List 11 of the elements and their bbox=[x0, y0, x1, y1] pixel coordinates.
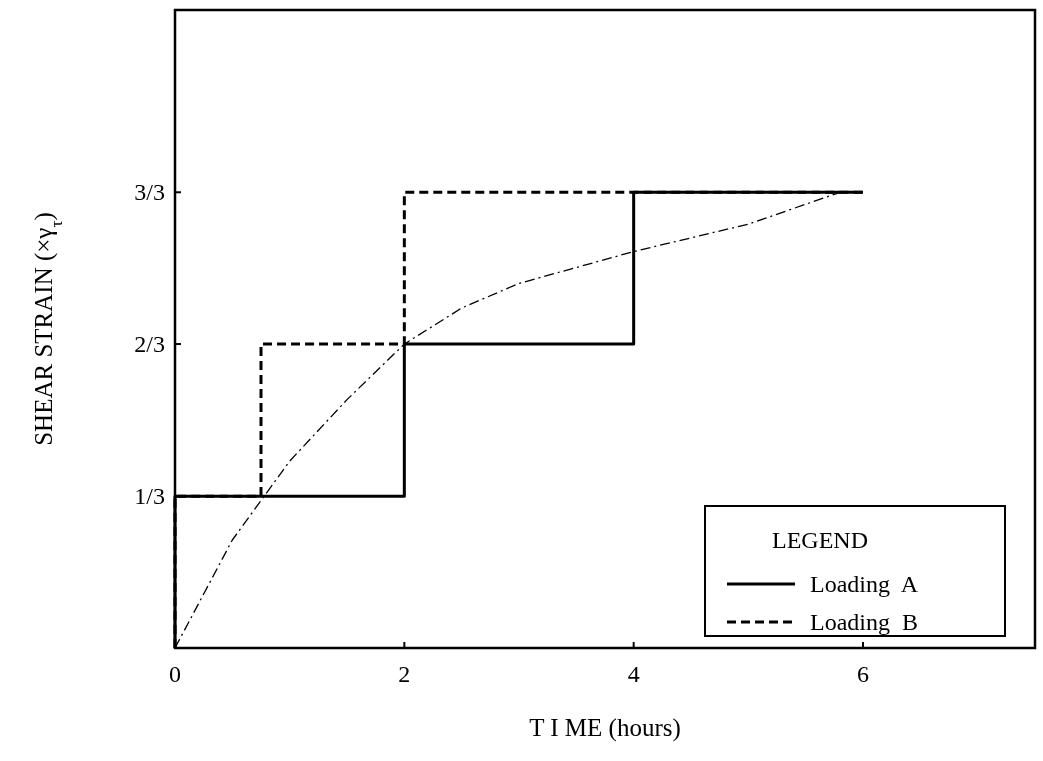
legend-label: Loading B bbox=[810, 609, 918, 635]
legend-title: LEGEND bbox=[772, 527, 868, 553]
y-tick-label: 2/3 bbox=[134, 331, 165, 358]
x-axis-title: T I ME (hours) bbox=[529, 714, 681, 742]
y-tick-label: 1/3 bbox=[134, 483, 165, 510]
legend-label: Loading A bbox=[810, 571, 919, 597]
x-tick-label: 4 bbox=[627, 661, 640, 687]
x-tick-label: 6 bbox=[857, 661, 869, 687]
y-tick-label: 3/3 bbox=[134, 179, 165, 206]
x-tick-label: 2 bbox=[398, 661, 411, 687]
x-tick-label: 0 bbox=[169, 661, 181, 687]
